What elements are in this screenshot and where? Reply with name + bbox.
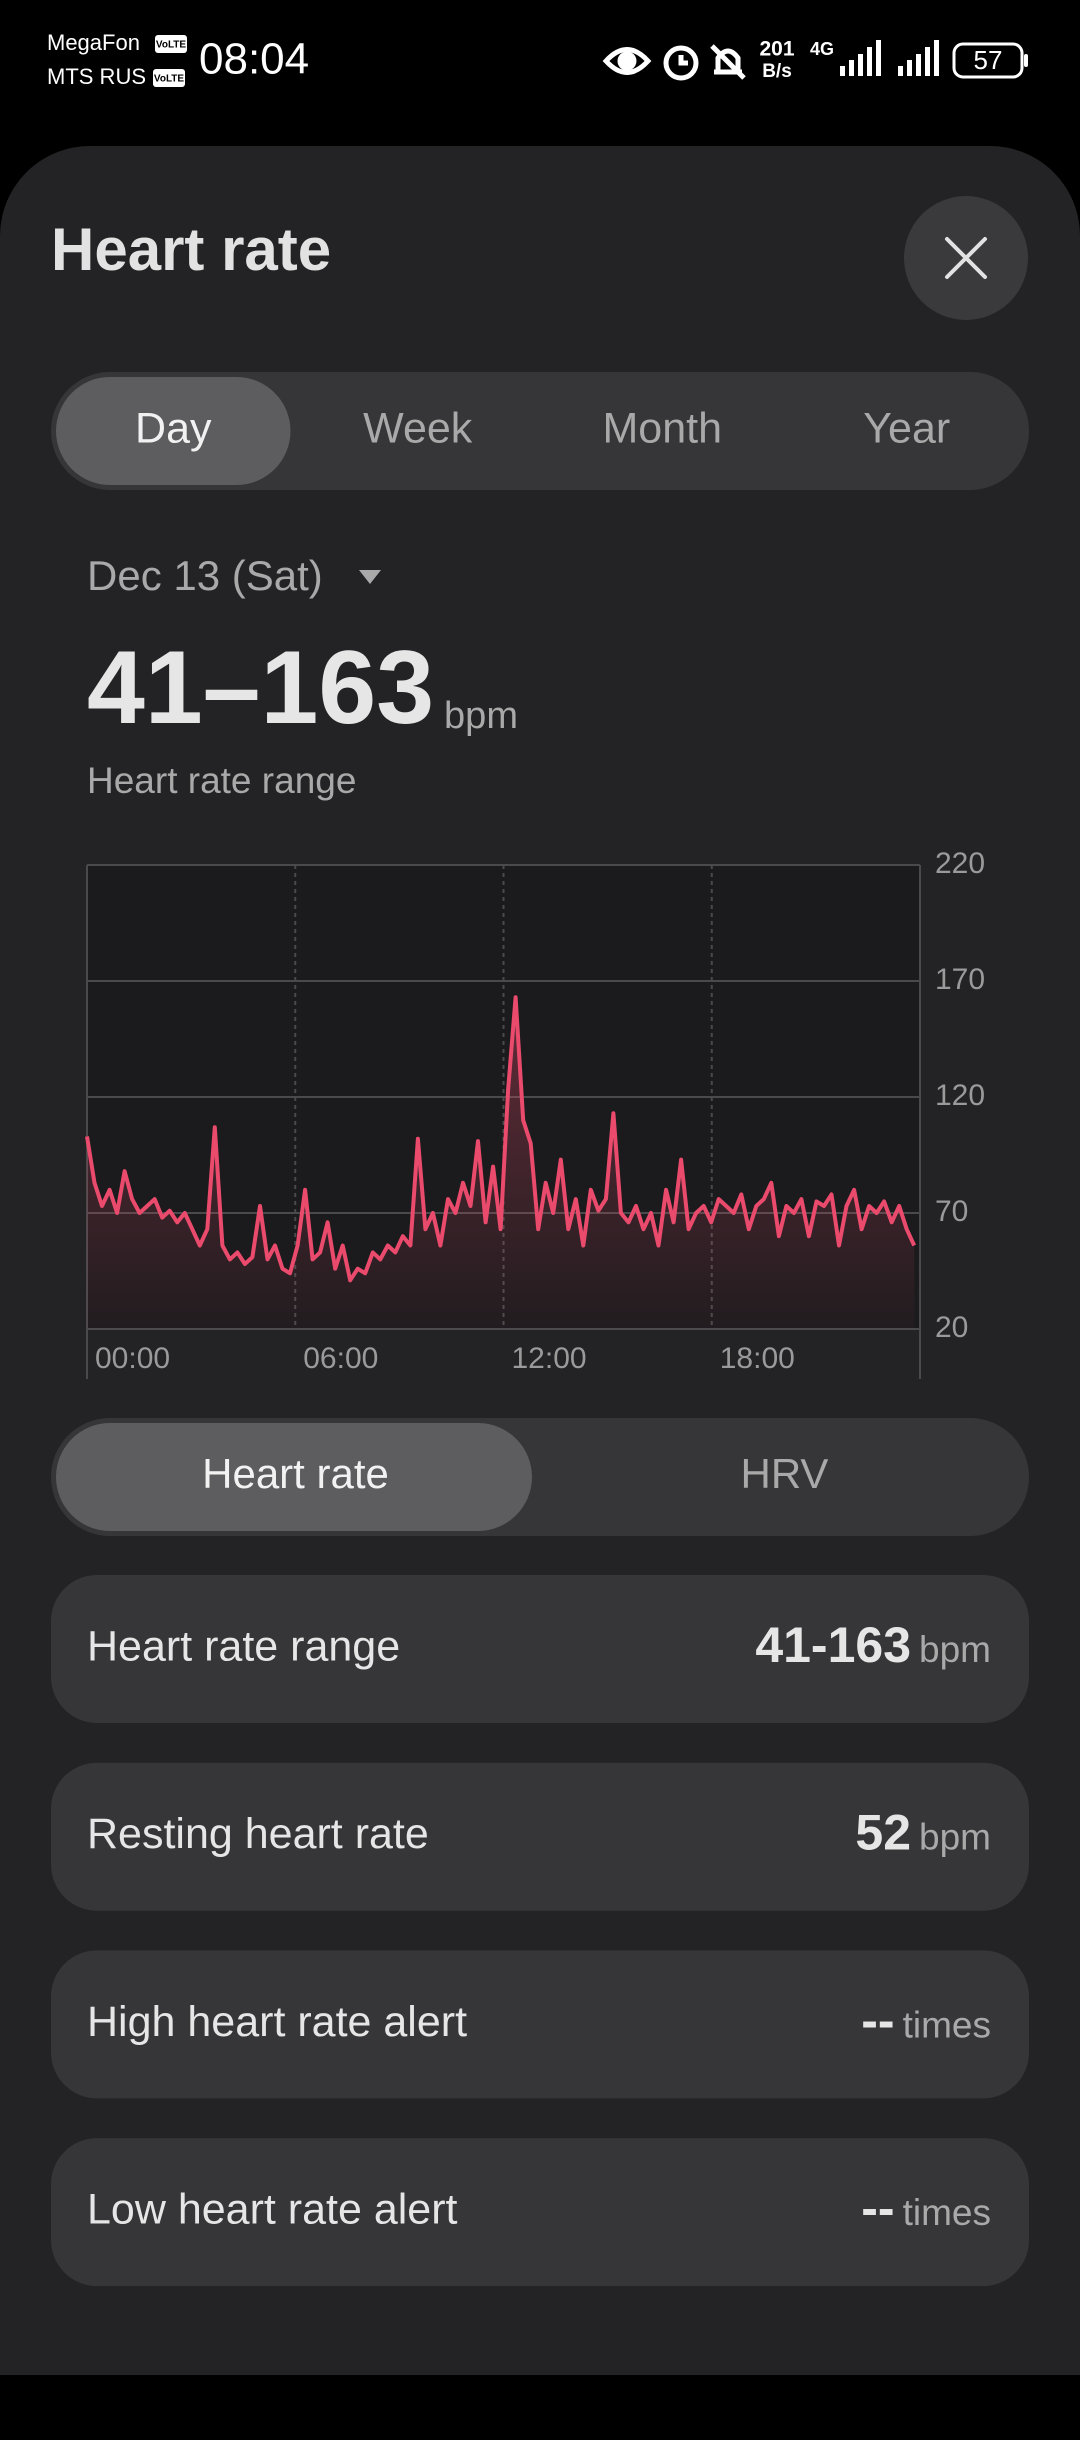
range-summary: 41–163 bpm xyxy=(87,630,518,746)
range-caption: Heart rate range xyxy=(87,760,356,801)
y-tick-label: 220 xyxy=(935,847,985,880)
carrier: MegaFon xyxy=(47,30,140,55)
stat-card xyxy=(51,1950,1029,2099)
stat-card xyxy=(51,2138,1029,2287)
stat-number: -- xyxy=(861,1993,894,2049)
heart-rate-chart: 20 70 120 170 220 00:00 06:00 12:00 18:00 xyxy=(85,847,985,1379)
stat-unit: times xyxy=(903,2004,991,2045)
stat-value: -- times xyxy=(861,1993,991,2049)
clock: 08:04 xyxy=(199,35,309,84)
stat-card xyxy=(51,1575,1029,1723)
battery-level: 57 xyxy=(974,45,1003,75)
stat-number: -- xyxy=(861,2180,894,2236)
period-tab-active[interactable] xyxy=(56,377,291,485)
date-dropdown-icon[interactable] xyxy=(359,570,381,584)
stat-value: -- times xyxy=(861,2180,991,2236)
stat-label: Low heart rate alert xyxy=(87,2185,458,2233)
period-tab[interactable]: Month xyxy=(602,404,722,452)
x-tick-label: 12:00 xyxy=(512,1342,587,1375)
metric-tabs: Heart rate HRV xyxy=(56,1423,828,1531)
battery-outline xyxy=(952,42,1024,79)
battery-tip xyxy=(1024,54,1028,67)
network-type: 4G xyxy=(810,39,834,59)
x-tick-label: 00:00 xyxy=(95,1342,170,1375)
y-tick-label: 120 xyxy=(935,1079,985,1112)
stat-unit: bpm xyxy=(919,1816,991,1857)
heart-rate-line xyxy=(85,995,917,1283)
metric-tab-active[interactable] xyxy=(56,1423,532,1531)
period-tab-bar xyxy=(51,372,1029,490)
period-tab[interactable]: Day xyxy=(135,404,212,452)
signal-icons xyxy=(840,40,939,76)
y-tick-label: 20 xyxy=(935,1311,968,1344)
stat-unit: bpm xyxy=(919,1629,991,1670)
close-icon xyxy=(945,237,987,279)
period-tabs: Day Week Month Year xyxy=(56,377,950,485)
net-speed-unit: B/s xyxy=(762,61,792,82)
metric-tab[interactable]: Heart rate xyxy=(202,1450,389,1497)
date-selector[interactable]: Dec 13 (Sat) xyxy=(87,552,323,599)
y-tick-label: 70 xyxy=(935,1195,968,1228)
volte-badge xyxy=(153,69,185,87)
stat-number: 41-163 xyxy=(755,1617,911,1673)
stat-label: Heart rate range xyxy=(87,1622,400,1670)
nav-bar xyxy=(0,2375,1080,2440)
range-unit: bpm xyxy=(444,695,518,737)
stat-unit: times xyxy=(903,2192,991,2233)
stat-label: Resting heart rate xyxy=(87,1810,429,1858)
x-tick-label: 18:00 xyxy=(720,1342,795,1375)
y-tick-label: 170 xyxy=(935,963,985,996)
volte-label: VoLTE xyxy=(154,74,185,85)
carrier: MTS RUS xyxy=(47,64,146,89)
net-speed: 201 xyxy=(759,38,794,61)
stat-value: 41-163 bpm xyxy=(755,1617,991,1673)
stat-number: 52 xyxy=(855,1805,911,1861)
metric-tab[interactable]: HRV xyxy=(741,1450,829,1497)
stat-label: High heart rate alert xyxy=(87,1998,467,2046)
volte-label: VoLTE xyxy=(156,40,187,51)
volte-badge xyxy=(155,35,187,53)
heart-rate-area xyxy=(87,997,915,1329)
sheet-bottom xyxy=(0,2280,1080,2375)
x-tick-label: 06:00 xyxy=(303,1342,378,1375)
range-value: 41–163 xyxy=(87,630,434,746)
stat-card xyxy=(51,1762,1029,1911)
period-tab[interactable]: Year xyxy=(863,404,950,452)
period-tab[interactable]: Week xyxy=(363,404,473,452)
status-icons xyxy=(602,44,746,81)
page-title: Heart rate xyxy=(51,216,331,283)
stat-value: 52 bpm xyxy=(855,1805,991,1861)
